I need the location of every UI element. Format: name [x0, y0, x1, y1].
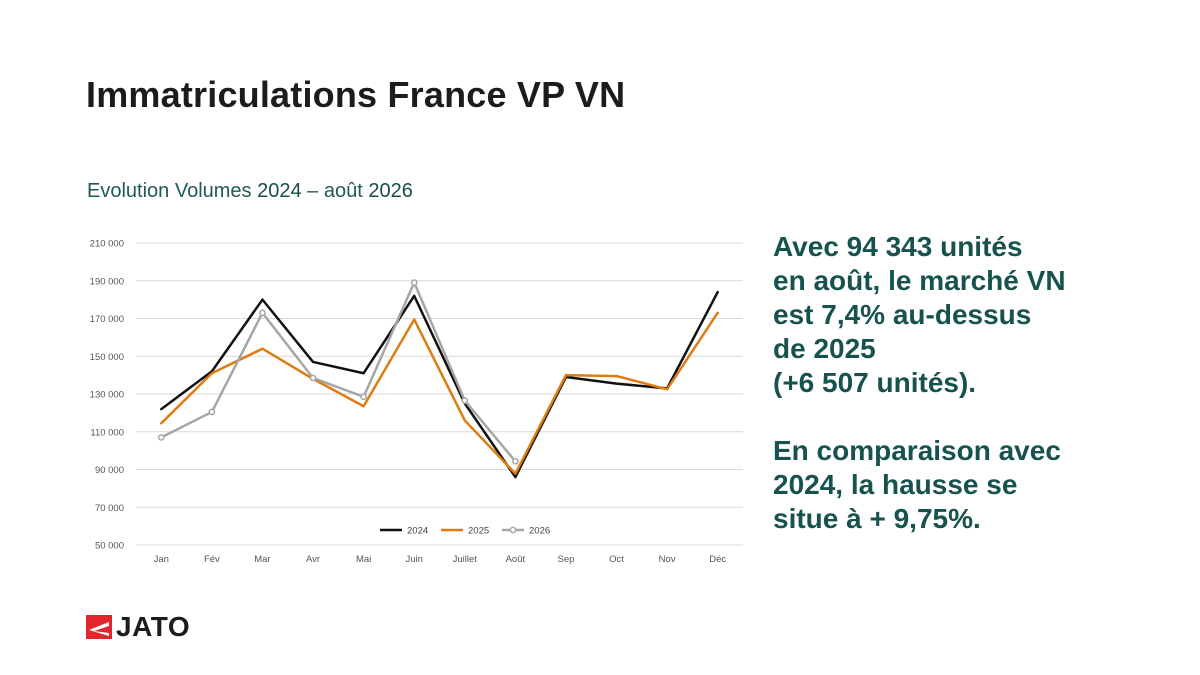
data-point-2026 [309, 374, 317, 382]
x-tick-label: Sep [558, 554, 575, 565]
x-tick-label: Juin [405, 554, 422, 565]
x-tick-label: Jan [154, 554, 169, 565]
series-line-2024 [160, 290, 719, 479]
x-tick-label: Août [506, 554, 526, 565]
legend-label-2024: 2024 [407, 526, 428, 537]
y-tick-label: 90 000 [95, 465, 124, 476]
data-point-2026 [208, 408, 216, 416]
data-point-2026 [512, 457, 519, 465]
legend-label-2026: 2026 [529, 526, 550, 537]
jato-logo-text: JATO [116, 611, 191, 642]
series-line-2025 [160, 311, 719, 475]
legend-marker-2026 [509, 526, 517, 534]
y-tick-label: 190 000 [90, 276, 124, 287]
x-tick-label: Fév [204, 554, 220, 565]
subtitle-prefix: Evolution Volumes [87, 180, 258, 202]
y-tick-label: 50 000 [95, 541, 124, 552]
y-tick-label: 130 000 [90, 390, 124, 401]
commentary-paragraph-1: Avec 94 343 unités en août, le marché VN… [773, 231, 1066, 398]
x-tick-label: Avr [306, 554, 320, 565]
page-title: Immatriculations France VP VN [86, 74, 626, 115]
chart-legend: 2024 2025 2026 [380, 526, 550, 537]
x-tick-label: Déc [709, 554, 726, 565]
y-tick-label: 170 000 [90, 314, 124, 325]
data-point-2026 [259, 309, 266, 317]
jato-logo: JATO [86, 611, 190, 643]
subtitle-year-start: 2024 [257, 180, 302, 202]
legend-label-2025: 2025 [468, 526, 489, 537]
x-axis-tick-labels: Jan Fév Mar Avr Mai Juin Juillet Août Sep Oct Nov D… [154, 554, 727, 565]
chart-gridlines [136, 242, 743, 546]
x-tick-label: Mar [254, 554, 270, 565]
y-tick-label: 210 000 [90, 239, 124, 250]
subtitle-separator: – août [301, 180, 369, 202]
y-tick-label: 70 000 [95, 503, 124, 514]
commentary-paragraph-2: En comparaison avec 2024, la hausse se s… [773, 435, 1061, 534]
y-axis-tick-labels: 50 000 70 000 90 000 110 000 130 000 150 000 1… [90, 239, 124, 552]
x-tick-label: Oct [609, 554, 624, 565]
x-tick-label: Mai [356, 554, 371, 565]
chart-series [157, 279, 719, 479]
y-tick-label: 150 000 [90, 352, 124, 363]
x-tick-label: Juillet [453, 554, 478, 565]
line-chart: 50 000 70 000 90 000 110 000 130 000 150 000 1… [90, 239, 743, 565]
subtitle-year-end: 2026 [368, 180, 413, 202]
chart-subtitle: Evolution Volumes 2024 – août 2026 [87, 180, 413, 203]
market-commentary: Avec 94 343 unités en août, le marché VN… [773, 230, 1173, 536]
data-point-2026 [461, 397, 469, 404]
jato-logo-mark-icon [86, 615, 112, 639]
data-point-2026 [157, 434, 165, 441]
x-tick-label: Nov [659, 554, 676, 565]
data-point-2026 [360, 393, 367, 401]
series-line-2026 [160, 281, 517, 463]
y-tick-label: 110 000 [90, 427, 124, 438]
data-point-2026 [410, 279, 418, 286]
